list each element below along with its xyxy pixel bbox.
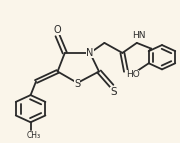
Text: HO: HO [126,69,140,79]
Text: S: S [74,79,80,89]
Text: N: N [86,48,94,58]
Text: HN: HN [132,31,145,40]
Text: O: O [127,71,134,81]
Text: O: O [54,25,61,35]
Text: S: S [110,87,117,97]
Text: CH₃: CH₃ [26,131,40,140]
